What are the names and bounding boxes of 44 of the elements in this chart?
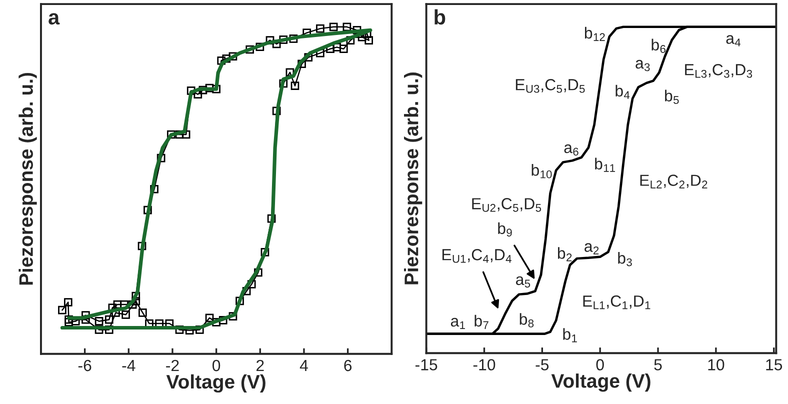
chart-title: a <box>48 13 60 25</box>
annotation: a$_{6}$ <box>564 144 578 156</box>
annotation: b$_{2}$ <box>558 247 572 262</box>
annotation: E$_{L3}$,C$_{3}$,D$_{3}$ <box>685 64 752 78</box>
y-axis-title: Piezoresponse (arb. u.) <box>18 72 37 285</box>
annotation: b$_{11}$ <box>595 158 615 172</box>
x-axis-title: Voltage (V) <box>551 374 650 392</box>
annotation: b$_{5}$ <box>665 90 679 104</box>
y-axis-title: Piezoresponse (arb. u.) <box>404 72 422 284</box>
annotation: a$_{1}$ <box>450 318 465 330</box>
x-tick-label: -2 <box>166 360 179 372</box>
annotation: b$_{8}$ <box>520 313 534 328</box>
annotation: E$_{U2}$,C$_{5}$,D$_{5}$ <box>472 198 542 212</box>
annotation: E$_{U3}$,C$_{5}$,D$_{5}$ <box>516 79 585 93</box>
annotation: E$_{U1}$,C$_{4}$,D$_{4}$ <box>442 249 512 263</box>
x-axis-title: Voltage (V) <box>166 374 266 393</box>
annotation: b$_{6}$ <box>652 38 666 53</box>
annotation: b$_{12}$ <box>584 26 605 41</box>
chart-title: b <box>434 9 446 25</box>
x-tick-label: -10 <box>473 359 496 370</box>
annotation: E$_{L2}$,C$_{2}$,D$_{2}$ <box>640 174 708 188</box>
x-tick-label: 5 <box>654 359 662 370</box>
x-tick-label: 10 <box>708 359 724 370</box>
annotation: b$_{7}$ <box>474 314 488 329</box>
annotation: b$_{4}$ <box>616 84 630 99</box>
annotation: b$_{1}$ <box>563 328 577 342</box>
x-tick-label: -4 <box>122 360 136 372</box>
x-tick-label: 6 <box>344 360 352 372</box>
annotation: a$_{2}$ <box>584 243 599 254</box>
annotation: E$_{L1}$,C$_{1}$,D$_{1}$ <box>583 295 650 310</box>
annotation: a$_{3}$ <box>636 60 650 72</box>
x-tick-label: 0 <box>596 359 604 370</box>
x-tick-label: -6 <box>78 360 92 372</box>
x-tick-label: 15 <box>766 359 782 370</box>
annotation: a$_{5}$ <box>516 276 530 288</box>
annotation: b$_{10}$ <box>532 164 552 178</box>
x-tick-label: 2 <box>256 360 264 372</box>
x-tick-label: 4 <box>300 360 308 372</box>
x-tick-label: -5 <box>536 359 549 370</box>
x-tick-label: 0 <box>212 360 220 372</box>
annotation: b$_{9}$ <box>498 222 512 237</box>
x-tick-label: -15 <box>415 359 438 370</box>
annotation: b$_{3}$ <box>618 252 632 266</box>
annotation: a$_{4}$ <box>726 35 741 46</box>
